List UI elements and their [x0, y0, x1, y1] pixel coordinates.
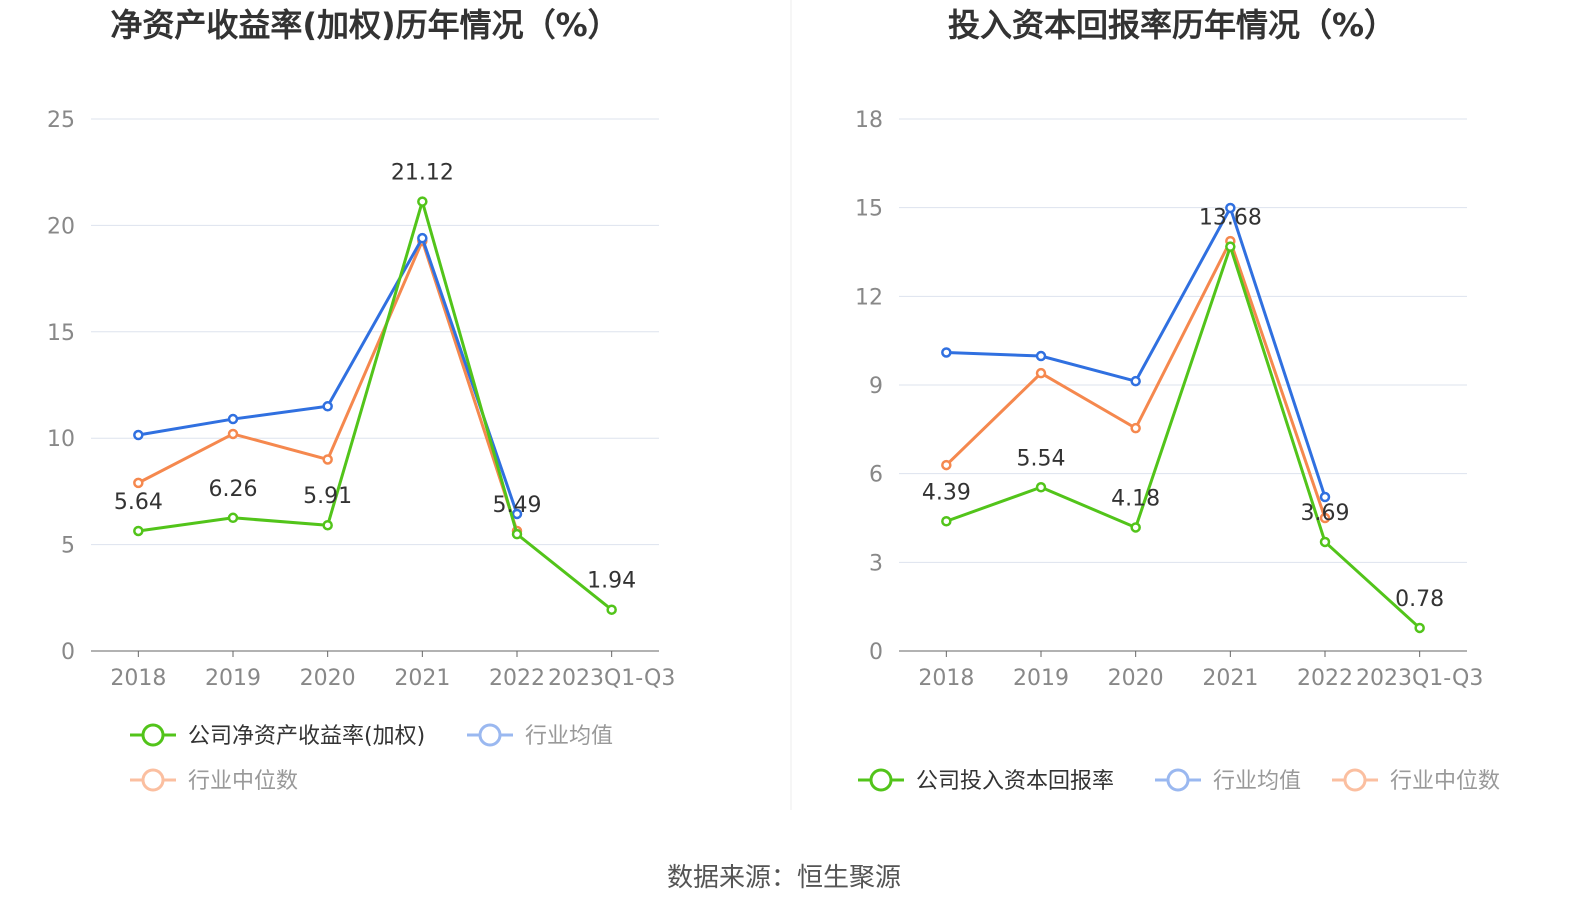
legend-marker-icon [141, 768, 165, 792]
x-tick-label: 2023Q1-Q3 [1356, 666, 1483, 691]
data-label: 4.18 [1111, 486, 1160, 511]
series-line-0 [138, 196, 613, 611]
data-label: 3.69 [1301, 501, 1350, 526]
data-point[interactable] [511, 528, 523, 540]
source-note: 数据来源：恒生聚源 [667, 863, 901, 893]
data-point[interactable] [1035, 350, 1047, 362]
data-point[interactable] [1035, 482, 1047, 493]
data-point[interactable] [1319, 512, 1331, 524]
y-tick-label: 20 [47, 214, 75, 239]
x-tick-label: 2021 [394, 666, 450, 691]
legend-item[interactable]: 公司净资产收益率(加权) [188, 724, 425, 749]
data-label: 4.39 [922, 480, 971, 505]
legend-item[interactable]: 行业均值 [1213, 769, 1301, 794]
y-tick-label: 0 [61, 640, 75, 665]
legend-marker-icon [1166, 768, 1190, 792]
data-point[interactable] [322, 454, 333, 465]
x-tick-label: 2018 [110, 666, 166, 691]
y-tick-label: 15 [47, 321, 75, 346]
data-label: 1.94 [587, 569, 636, 594]
legend-item[interactable]: 行业中位数 [188, 769, 298, 794]
data-point[interactable] [1414, 622, 1425, 634]
y-tick-label: 0 [869, 640, 883, 665]
data-point[interactable] [133, 429, 144, 441]
data-label: 5.49 [493, 493, 542, 518]
x-tick-label: 2020 [1108, 666, 1164, 691]
data-point[interactable] [511, 508, 523, 520]
y-tick-label: 25 [47, 108, 75, 133]
y-tick-label: 3 [869, 551, 883, 576]
data-label: 5.64 [114, 490, 163, 515]
chart-title: 投入资本回报率历年情况（%） [948, 6, 1396, 44]
data-point[interactable] [322, 519, 333, 531]
y-tick-label: 10 [47, 427, 75, 452]
data-point[interactable] [1225, 241, 1236, 252]
data-point[interactable] [1130, 375, 1141, 387]
x-tick-label: 2021 [1202, 666, 1258, 691]
y-tick-label: 18 [855, 108, 883, 133]
legend-marker-icon [1343, 768, 1367, 792]
data-point[interactable] [941, 459, 952, 471]
x-tick-label: 2018 [918, 666, 974, 691]
data-label: 21.12 [391, 161, 454, 186]
data-label: 6.26 [209, 477, 258, 502]
legend-marker-icon [869, 768, 893, 792]
data-label: 5.91 [303, 484, 352, 509]
data-point[interactable] [417, 232, 428, 244]
data-point[interactable] [941, 516, 952, 527]
legend-item[interactable]: 公司投入资本回报率 [916, 769, 1114, 794]
x-tick-label: 2022 [489, 666, 545, 691]
y-tick-label: 9 [869, 374, 883, 399]
data-point[interactable] [1225, 202, 1236, 214]
data-point[interactable] [606, 604, 617, 615]
x-tick-label: 2020 [300, 666, 356, 691]
y-tick-label: 5 [61, 534, 75, 559]
y-tick-label: 15 [855, 197, 883, 222]
x-tick-label: 2019 [205, 666, 261, 691]
data-point[interactable] [941, 347, 952, 358]
data-point[interactable] [133, 525, 144, 537]
data-label: 5.54 [1017, 446, 1066, 471]
data-label: 0.78 [1395, 587, 1444, 612]
series-line-1 [138, 234, 519, 515]
data-point[interactable] [133, 477, 144, 489]
legend-marker-icon [141, 723, 165, 747]
x-tick-label: 2023Q1-Q3 [548, 666, 675, 691]
series-line-0 [945, 241, 1421, 630]
legend-item[interactable]: 行业中位数 [1390, 769, 1500, 794]
data-label: 13.68 [1199, 206, 1262, 231]
data-point[interactable] [1130, 422, 1141, 434]
x-tick-label: 2019 [1013, 666, 1069, 691]
data-point[interactable] [322, 401, 333, 412]
data-point[interactable] [227, 512, 239, 524]
data-point[interactable] [227, 413, 239, 425]
data-point[interactable] [1130, 522, 1141, 533]
data-point[interactable] [1319, 536, 1331, 548]
x-tick-label: 2022 [1297, 666, 1353, 691]
legend-marker-icon [478, 723, 502, 747]
y-tick-label: 12 [855, 285, 883, 310]
legend-item[interactable]: 行业均值 [525, 724, 613, 749]
data-point[interactable] [227, 428, 239, 440]
data-point[interactable] [1035, 367, 1047, 379]
y-tick-label: 6 [869, 463, 883, 488]
data-point[interactable] [417, 196, 428, 207]
data-point[interactable] [1319, 491, 1331, 503]
chart-title: 净资产收益率(加权)历年情况（%） [110, 6, 619, 44]
